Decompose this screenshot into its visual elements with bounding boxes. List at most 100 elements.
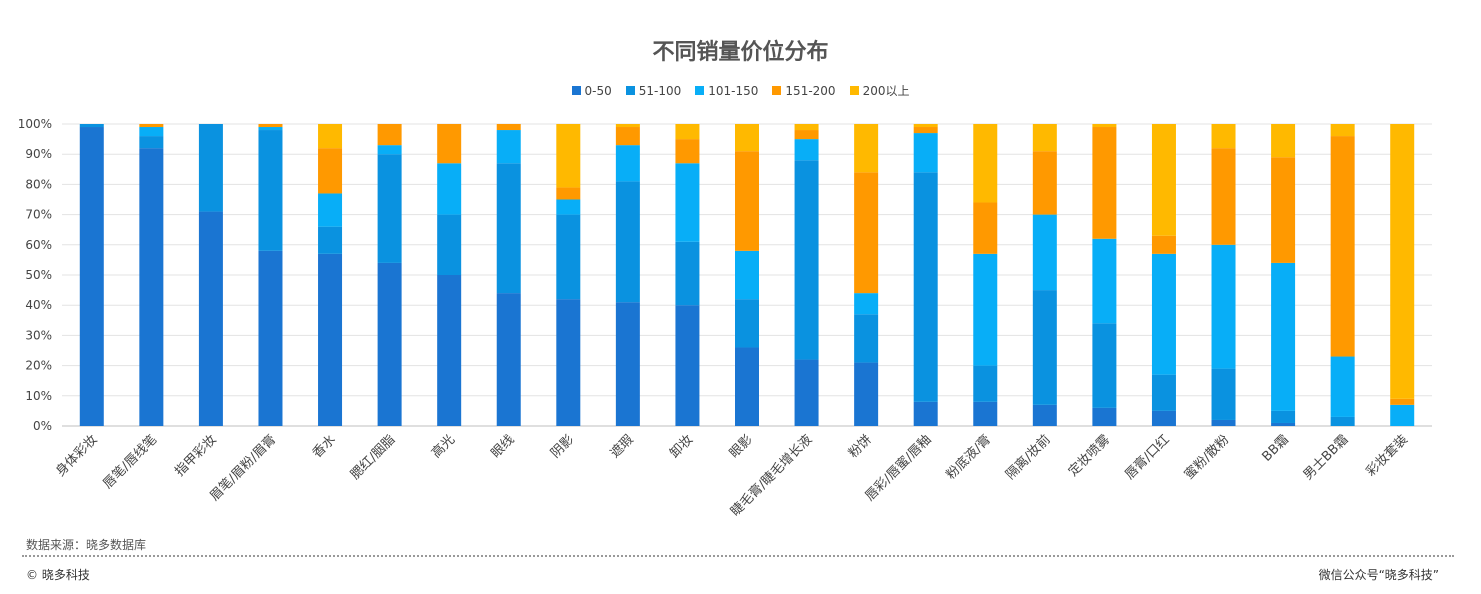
legend-swatch [695,86,705,95]
bar-segment [139,124,164,128]
bar-segment [854,314,879,363]
y-tick-label: 30% [25,328,52,342]
bar-segment [1151,124,1176,236]
bar-segment [556,124,581,188]
legend-label: 101-150 [708,83,759,98]
bar-segment [615,181,640,303]
bar-segment [1211,124,1236,149]
bar-segment [675,139,700,164]
copyright-text: © 晓多科技 [26,568,90,582]
bar-segment [675,305,700,426]
bar-segment [913,133,938,173]
bar-segment [496,130,521,164]
bar-segment [437,214,462,275]
chart-title: 不同销量价位分布 [652,40,829,65]
bar-segment [794,124,819,131]
bar-segment [1092,127,1117,239]
x-tick-label: 指甲彩妆 [172,432,219,479]
bar-segment [1032,290,1057,405]
bar-segment [318,124,343,149]
bar-segment [1211,244,1236,369]
x-tick-label: 遮瑕 [607,432,637,462]
bar-segment [1151,410,1176,426]
bar-segment [1092,238,1117,324]
legend-label: 0-50 [584,83,612,98]
bar-segment [1032,214,1057,291]
legend-item: 200以上 [849,82,910,99]
bar-segment [1271,124,1296,158]
bar-segment [556,199,581,215]
y-tick-label: 80% [25,177,52,191]
bar-segment [735,299,759,348]
bar-segment [1390,124,1415,399]
bar-segment [556,187,581,200]
bar-segment [973,253,998,366]
bar-segment [854,293,879,315]
bar-segment [913,124,938,128]
bar-segment [139,136,164,149]
bar-segment [615,302,640,426]
bar-segment [377,262,402,426]
legend-swatch [772,86,782,95]
bar-segment [1211,368,1236,420]
bar-segment [318,253,343,426]
x-tick-label: 眼线 [489,432,518,461]
bar-segment [735,347,759,426]
bar-segment [1271,410,1296,423]
bar-segment [615,127,640,146]
bar-segment [1092,407,1117,426]
bar-segment [258,124,283,128]
x-tick-label: BB霜 [1259,432,1291,464]
bar-segment [615,124,640,128]
legend-swatch [571,86,581,95]
bar-segment [437,124,462,164]
bar-segment [1151,374,1176,411]
bar-segment [615,145,640,182]
x-tick-label: 定妆喷雾 [1066,432,1113,479]
x-tick-label: 粉底液/膏 [943,432,994,483]
bar-segment [794,359,819,426]
bar-segment [1092,124,1117,128]
bar-segment [79,127,104,427]
y-tick-label: 100% [18,117,52,131]
bar-segment [258,250,283,426]
bar-segment [794,139,819,161]
bar-segment [794,160,819,360]
bar-segment [556,299,581,426]
bar-segment [139,127,164,137]
legend-label: 200以上 [862,84,910,98]
wechat-account-text: 微信公众号“晓多科技” [1318,568,1439,582]
legend-item: 51-100 [625,82,682,99]
x-tick-label: 隔离/妆前 [1002,432,1053,483]
bar-segment [735,124,759,152]
bar-segment [854,172,879,294]
bar-segment [794,130,819,140]
bar-segment [1211,148,1236,245]
data-source-note: 数据来源：晓多数据库 [26,538,147,552]
x-tick-label: 唇笔/唇线笔 [100,432,160,492]
bar-segment [913,401,938,426]
bar-segment [377,145,402,155]
bar-segment [1330,356,1355,417]
chart-legend: 0-50 51-100 101-150 151-200 200以上 [0,82,1481,99]
bar-segment [318,193,343,227]
bar-segment [973,202,998,254]
bar-segment [258,127,283,131]
bar-segment [973,401,998,426]
bar-segment [79,124,104,128]
y-tick-label: 0% [33,419,52,433]
bar-segment [854,124,879,173]
bar-segment [1092,323,1117,408]
y-tick-label: 40% [25,298,52,312]
x-tick-label: 卸妆 [667,432,697,462]
stacked-bar-chart: 0% 10% 20% 30% 40% 50% 60% 70% 80% 90% 100% 身体彩妆 唇笔/… [18,117,1432,519]
footer-divider [22,555,1454,557]
x-tick-label: 粉饼 [846,432,875,461]
bar-segment [675,124,700,140]
bar-segment [973,365,998,402]
x-tick-label: 腮红/胭脂 [347,432,398,483]
bar-segment [735,151,759,251]
bar-segment [1390,398,1415,405]
legend-label: 51-100 [638,83,682,98]
x-tick-label: 蜜粉/散粉 [1182,432,1232,482]
